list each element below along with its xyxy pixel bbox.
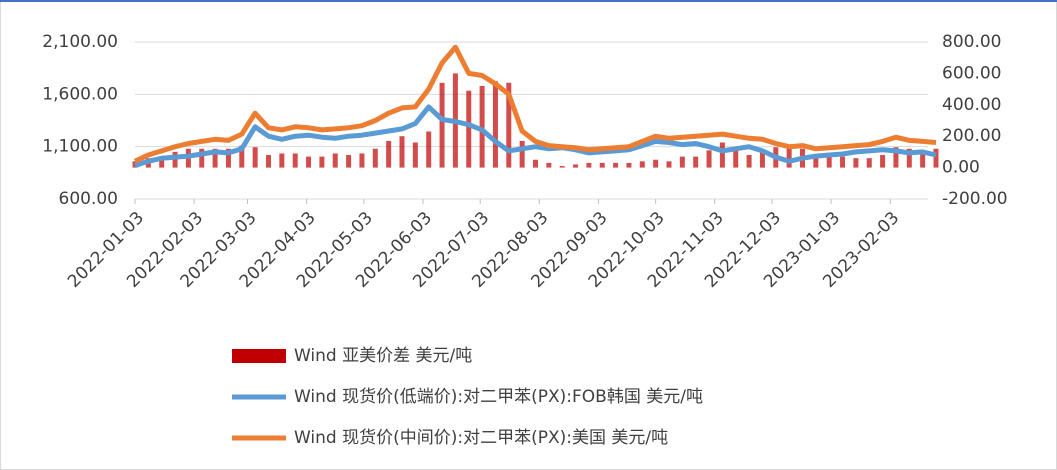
bar xyxy=(546,162,552,168)
bar xyxy=(933,148,939,168)
bar xyxy=(759,150,765,168)
bar xyxy=(679,156,685,168)
bar xyxy=(519,140,525,168)
bar xyxy=(212,148,218,168)
legend-label: Wind 亚美价差 美元/吨 xyxy=(294,346,472,366)
bar xyxy=(866,158,872,168)
bar xyxy=(506,82,512,168)
bar xyxy=(599,162,605,168)
bar xyxy=(225,148,231,168)
legend-swatch xyxy=(232,349,286,363)
bar xyxy=(666,161,672,168)
bar xyxy=(653,159,659,168)
bar xyxy=(199,148,205,168)
y2-tick-label: 600.00 xyxy=(942,63,1001,83)
bar xyxy=(332,153,338,168)
bar xyxy=(906,148,912,168)
bar xyxy=(786,145,792,168)
bar xyxy=(359,153,365,168)
bar xyxy=(853,158,859,168)
y-tick-label: 2,100.00 xyxy=(42,32,118,52)
bar xyxy=(412,142,418,168)
bar xyxy=(573,164,579,168)
y2-tick-label: 400.00 xyxy=(942,95,1001,115)
legend-label: Wind 现货价(低端价):对二甲苯(PX):FOB韩国 美元/吨 xyxy=(294,387,703,407)
bar xyxy=(372,148,378,168)
legend-label: Wind 现货价(中间价):对二甲苯(PX):美国 美元/吨 xyxy=(294,428,668,448)
bar xyxy=(439,82,445,168)
bar xyxy=(399,136,405,168)
bar xyxy=(279,153,285,168)
bar xyxy=(386,140,392,168)
bar xyxy=(880,155,886,168)
y-tick-label: 600.00 xyxy=(59,189,118,209)
bar xyxy=(813,156,819,168)
y2-tick-label: 200.00 xyxy=(942,126,1001,146)
bar xyxy=(893,147,899,168)
bar xyxy=(840,156,846,168)
bar xyxy=(639,161,645,168)
y2-tick-label: 0.00 xyxy=(942,158,980,178)
bar xyxy=(706,150,712,168)
bar xyxy=(746,155,752,168)
y-tick-label: 1,100.00 xyxy=(42,137,118,157)
bar xyxy=(292,153,298,168)
bar xyxy=(239,145,245,168)
bar xyxy=(346,155,352,168)
bar xyxy=(733,148,739,168)
y2-tick-label: 800.00 xyxy=(942,32,1001,52)
bar xyxy=(586,162,592,168)
bar xyxy=(693,156,699,168)
bar xyxy=(479,85,485,168)
bar xyxy=(533,159,538,168)
bar xyxy=(826,156,832,168)
bar xyxy=(252,147,258,168)
bar xyxy=(426,131,432,168)
line xyxy=(133,44,937,164)
bar xyxy=(319,156,325,168)
bar xyxy=(159,156,165,168)
y2-tick-label: -200.00 xyxy=(942,189,1008,209)
bar xyxy=(559,166,565,168)
bar xyxy=(172,151,178,168)
bar xyxy=(306,156,312,168)
bar xyxy=(492,81,498,168)
bar xyxy=(920,151,926,168)
bar xyxy=(466,90,472,168)
bar xyxy=(613,162,619,168)
bar xyxy=(719,142,725,168)
bar xyxy=(266,155,271,168)
line xyxy=(134,104,937,168)
y-tick-label: 1,600.00 xyxy=(42,84,118,104)
bar xyxy=(626,162,632,168)
